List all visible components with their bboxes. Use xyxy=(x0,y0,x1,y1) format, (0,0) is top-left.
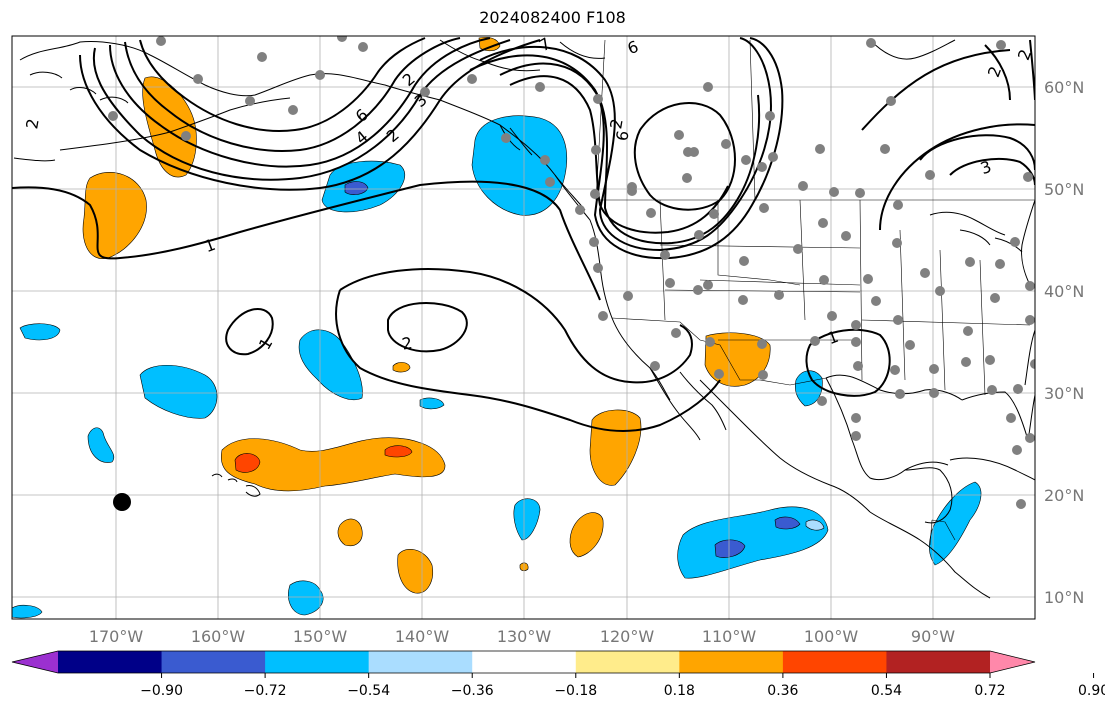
strong-negative-anomaly xyxy=(774,516,801,530)
colorbar-extend-max xyxy=(990,651,1035,673)
lat-label: 50°N xyxy=(1044,180,1084,199)
anomaly-fills xyxy=(12,36,982,619)
lat-label: 40°N xyxy=(1044,282,1084,301)
strong-positive-anomaly xyxy=(384,445,413,458)
negative-anomaly xyxy=(19,323,61,341)
negative-anomaly xyxy=(87,427,115,463)
colorbar-segment xyxy=(161,651,266,673)
colorbar-tick-label: −0.36 xyxy=(451,683,494,699)
lon-label: 160°W xyxy=(191,627,246,646)
colorbar-segment xyxy=(265,651,370,673)
colorbar-tick-label: −0.90 xyxy=(140,683,183,699)
negative-anomaly xyxy=(288,580,324,616)
lon-label: 140°W xyxy=(395,627,450,646)
contour-label: 2 xyxy=(400,333,413,353)
colorbar-segment xyxy=(472,651,577,673)
latitude-labels: 60°N 50°N 40°N 30°N 20°N 10°N xyxy=(1044,78,1084,607)
colorbar-tick-label: 0.90 xyxy=(1078,683,1105,699)
negative-anomaly xyxy=(12,604,43,619)
negative-anomaly xyxy=(929,481,982,566)
colorbar-tick-label: −0.72 xyxy=(244,683,287,699)
strong-positive-anomaly xyxy=(234,453,261,473)
colorbar-tick-label: −0.54 xyxy=(347,683,390,699)
colorbar-tick-label: 0.36 xyxy=(767,683,798,699)
map-title: 2024082400 F108 xyxy=(479,8,626,27)
longitude-labels: 170°W 160°W 150°W 140°W 130°W 120°W 110°… xyxy=(89,627,955,646)
colorbar-tick-label: 0.72 xyxy=(974,683,1005,699)
lon-label: 150°W xyxy=(293,627,348,646)
contour-label: 2 xyxy=(606,117,626,130)
contour-lines xyxy=(12,37,1035,433)
negative-anomaly xyxy=(419,397,445,410)
lat-label: 20°N xyxy=(1044,486,1084,505)
lat-label: 60°N xyxy=(1044,78,1084,97)
lon-label: 100°W xyxy=(804,627,859,646)
colorbar-extend-min xyxy=(12,651,58,673)
lon-label: 170°W xyxy=(89,627,144,646)
lon-label: 90°W xyxy=(911,627,955,646)
positive-anomaly xyxy=(397,548,433,594)
positive-anomaly xyxy=(337,518,363,547)
colorbar-tick-label: −0.18 xyxy=(554,683,597,699)
negative-anomaly xyxy=(471,115,568,216)
colorbar-tick-label: 0.18 xyxy=(664,683,695,699)
colorbar-segment xyxy=(782,651,887,673)
lat-label: 30°N xyxy=(1044,384,1084,403)
colorbar-segment xyxy=(575,651,680,673)
negative-anomaly xyxy=(513,498,541,541)
station-markers xyxy=(108,36,1035,509)
colorbar: −0.90 −0.72 −0.54 −0.36 −0.18 0.18 0.36 0.54 0.7… xyxy=(11,650,1105,699)
strong-negative-anomaly xyxy=(344,181,369,195)
coastlines xyxy=(13,39,1035,599)
colorbar-outline xyxy=(11,650,1036,674)
negative-anomaly xyxy=(139,365,218,419)
lon-label: 130°W xyxy=(497,627,552,646)
positive-anomaly xyxy=(569,512,604,558)
graticule xyxy=(12,36,1035,619)
lat-label: 10°N xyxy=(1044,588,1084,607)
highlight-marker xyxy=(113,493,131,511)
colorbar-segment xyxy=(368,651,473,673)
colorbar-tick-label: 0.54 xyxy=(871,683,902,699)
contour-label: 6 xyxy=(612,129,632,142)
contour-label: 2 xyxy=(22,117,42,130)
colorbar-segment xyxy=(886,651,991,673)
colorbar-segment xyxy=(58,651,163,673)
lon-label: 120°W xyxy=(600,627,655,646)
positive-anomaly xyxy=(392,362,411,373)
colorbar-segment xyxy=(679,651,784,673)
negative-anomaly-light xyxy=(805,519,825,531)
negative-anomaly xyxy=(298,329,363,400)
strong-negative-anomaly xyxy=(714,539,746,558)
map-frame xyxy=(11,35,1036,620)
lon-label: 110°W xyxy=(702,627,757,646)
